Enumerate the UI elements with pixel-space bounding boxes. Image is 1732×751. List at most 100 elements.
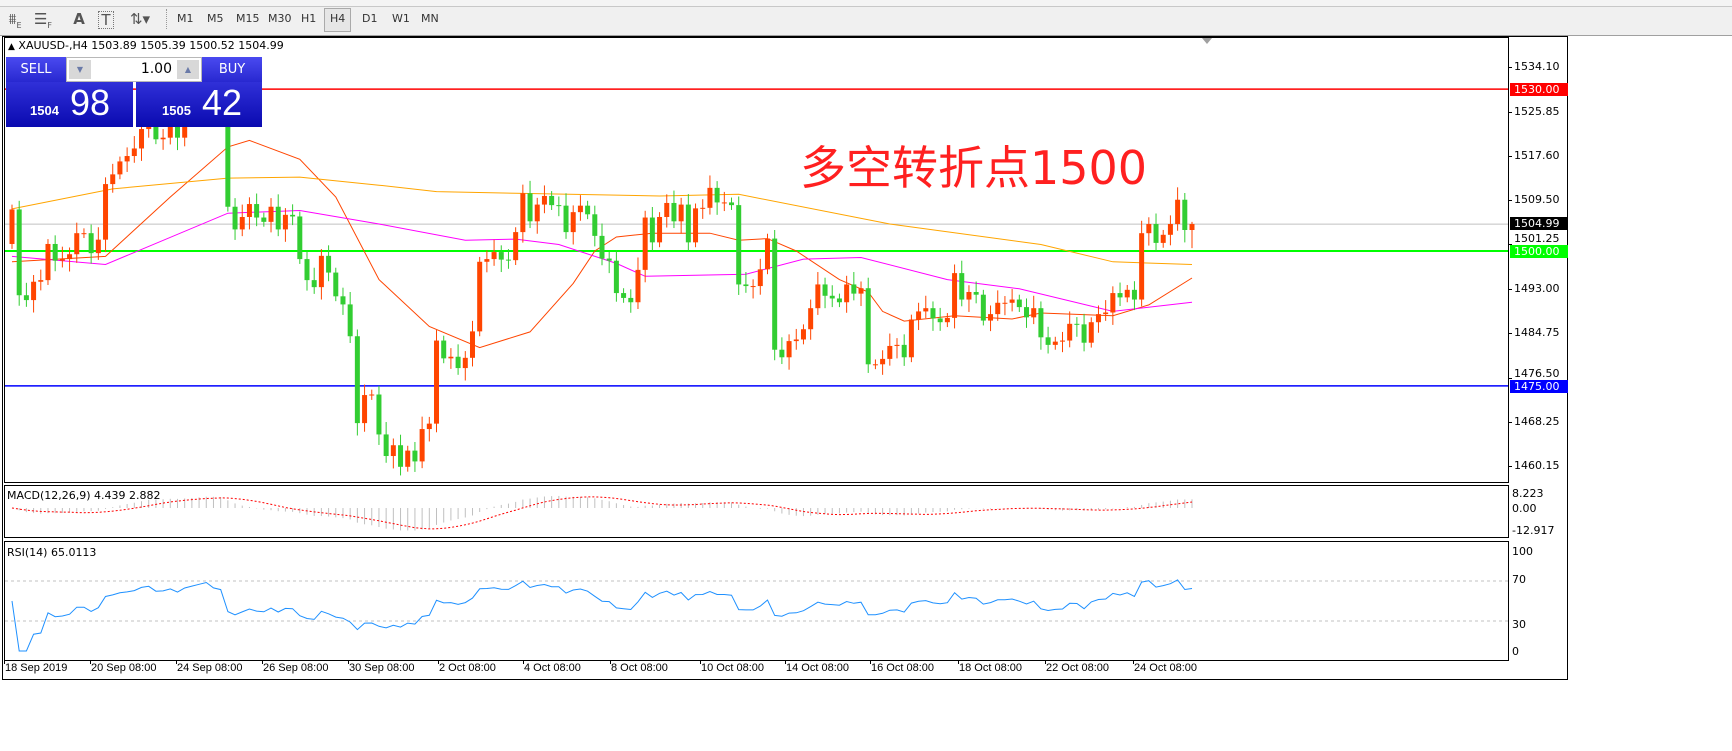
candle	[505, 249, 511, 269]
candle	[88, 224, 94, 264]
arrows-icon[interactable]: ⇅▾	[129, 10, 151, 28]
candle	[865, 277, 871, 373]
timeframe-m5[interactable]: M5	[207, 12, 224, 25]
chart-shift-marker-icon[interactable]	[1202, 38, 1212, 44]
candle-body	[1095, 314, 1101, 323]
candle	[1002, 296, 1008, 316]
candle	[1052, 336, 1058, 350]
price-axis-label: 1517.60	[1514, 149, 1560, 163]
timeframe-m30[interactable]: M30	[268, 12, 292, 25]
time-axis-tick	[870, 660, 871, 664]
elliott-glyph: ⩩	[8, 10, 17, 28]
candle	[858, 281, 864, 307]
buy-price-box[interactable]: 1505 42	[136, 82, 262, 127]
candle-body	[959, 273, 965, 300]
candle	[1038, 301, 1044, 350]
candle-body	[908, 319, 914, 358]
chart-window[interactable]	[2, 36, 1568, 680]
candle	[1067, 311, 1073, 348]
candle-body	[764, 238, 770, 270]
candle-body	[246, 204, 252, 217]
candle-body	[347, 304, 353, 337]
candle	[239, 204, 245, 237]
candle-body	[261, 217, 267, 222]
candle-body	[757, 269, 763, 287]
elliott-wave-icon[interactable]: ⩩E	[2, 8, 28, 30]
candle	[340, 287, 346, 315]
timeframe-m1[interactable]: M1	[177, 12, 194, 25]
candle	[448, 348, 454, 369]
rsi-axis-70: 70	[1512, 573, 1526, 586]
macd-label: MACD(12,26,9) 4.439 2.882	[7, 489, 161, 502]
candle	[721, 191, 727, 212]
candle	[1175, 187, 1181, 231]
candle	[16, 200, 22, 306]
candle-body	[1059, 340, 1065, 342]
candle	[45, 239, 51, 285]
fibonacci-icon[interactable]: ☰F	[30, 8, 56, 30]
candle-body	[405, 450, 411, 467]
candle	[793, 328, 799, 350]
candle-body	[1088, 322, 1094, 343]
candle-body	[1045, 337, 1051, 345]
buy-button[interactable]: BUY	[202, 57, 262, 83]
candle	[95, 227, 101, 260]
candle	[937, 307, 943, 331]
candle-body	[642, 217, 648, 270]
price-axis-tick	[1508, 199, 1512, 201]
candle	[973, 281, 979, 304]
toolbar: ⩩E ☰F A T ⇅▾ M1 M5 M15 M30 H1 H4 D1 W1 M…	[0, 0, 1732, 36]
candle-body	[743, 284, 749, 287]
rsi-label: RSI(14) 65.0113	[7, 546, 97, 559]
candle	[1088, 317, 1094, 348]
candle	[1117, 282, 1123, 307]
candle	[649, 207, 655, 251]
time-axis-tick	[610, 660, 611, 664]
chart-annotation-text[interactable]: 多空转折点1500	[800, 141, 1148, 195]
candle-body	[858, 288, 864, 294]
candle-body	[1110, 293, 1116, 313]
candle-body	[1146, 224, 1152, 234]
candle-body	[952, 273, 958, 318]
time-axis-tick	[438, 660, 439, 664]
collapse-triangle-icon[interactable]: ▲	[8, 42, 15, 52]
candle	[1009, 289, 1015, 312]
candle-body	[1124, 289, 1130, 298]
candle-body	[937, 318, 943, 323]
text-icon[interactable]: A	[73, 10, 85, 28]
candle-body	[966, 291, 972, 300]
candle	[829, 285, 835, 308]
candle	[261, 212, 267, 227]
candle-body	[354, 336, 360, 424]
text-label-icon[interactable]: T	[98, 11, 114, 29]
candle	[311, 267, 317, 294]
price-axis-label: 1460.15	[1514, 459, 1560, 473]
lot-size-input[interactable]: 1.00	[140, 61, 172, 77]
candle-body	[836, 298, 842, 303]
lot-size-stepper[interactable]: ▼ 1.00 ▲	[66, 57, 202, 82]
timeframe-h4[interactable]: H4	[324, 8, 352, 32]
timeframe-mn[interactable]: MN	[421, 12, 439, 25]
candle	[110, 163, 116, 193]
timeframe-m15[interactable]: M15	[236, 12, 260, 25]
fibo-glyph: ☰	[33, 10, 48, 28]
candle-body	[880, 358, 886, 365]
timeframe-d1[interactable]: D1	[362, 12, 378, 25]
candle-body	[577, 205, 583, 213]
time-axis-label: 14 Oct 08:00	[786, 662, 849, 674]
macd-pane[interactable]	[4, 485, 1509, 538]
candle	[549, 191, 555, 210]
candle	[59, 246, 65, 268]
lot-decrease-icon[interactable]: ▼	[69, 60, 91, 79]
timeframe-w1[interactable]: W1	[392, 12, 410, 25]
sell-price-box[interactable]: 1504 98	[6, 82, 133, 127]
candle	[318, 249, 324, 300]
rsi-pane[interactable]	[4, 541, 1509, 661]
time-axis-tick	[4, 660, 5, 664]
price-axis-label: 1468.25	[1514, 415, 1560, 429]
lot-increase-icon[interactable]: ▲	[177, 60, 199, 79]
sell-button[interactable]: SELL	[6, 57, 66, 83]
candle-body	[944, 317, 950, 323]
timeframe-h1[interactable]: H1	[301, 12, 317, 25]
main-price-pane[interactable]	[4, 37, 1509, 483]
